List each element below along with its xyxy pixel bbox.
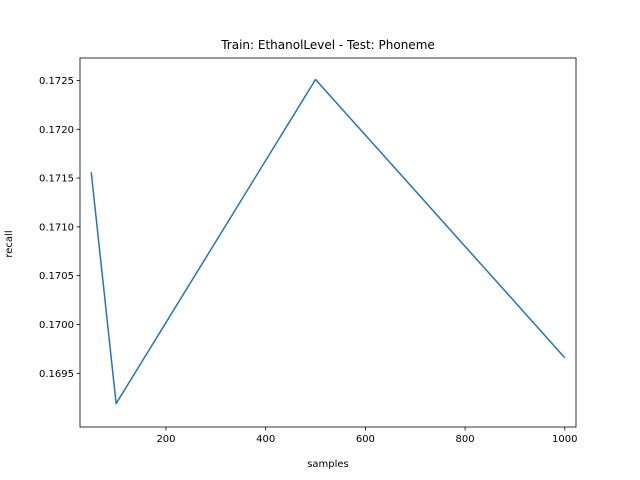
y-tick-label: 0.1695 [39,369,74,380]
y-tick-label: 0.1715 [39,174,74,185]
axes-frame [79,57,577,428]
x-tick-label: 400 [256,434,275,445]
chart-title: Train: EthanolLevel - Test: Phoneme [220,38,435,52]
y-tick-label: 0.1710 [39,222,74,233]
x-tick-label: 200 [156,434,175,445]
x-tick-label: 600 [356,434,375,445]
x-axis-label: samples [307,459,349,470]
plot-area: 200 400 600 800 1000 0.1695 0.1700 0.1705 0.1710… [39,57,578,445]
series-line [90,78,566,405]
x-tick-label: 800 [456,434,475,445]
x-tick-label: 1000 [552,434,577,445]
y-tick-label: 0.1705 [39,271,74,282]
y-tick-label: 0.1725 [39,76,74,87]
y-tick-label: 0.1700 [39,320,74,331]
y-tick-label: 0.1720 [39,125,74,136]
y-axis-label: recall [4,230,15,257]
